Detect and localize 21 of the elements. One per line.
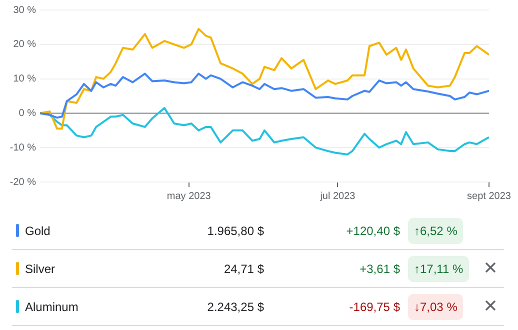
text: +120,40 $ [346,224,400,238]
y-tick-label: -20 % [10,176,36,188]
text: ↑17,11 % [408,256,470,282]
text: ↓7,03 % [408,294,464,320]
text: +3,61 $ [360,262,400,276]
legend-label: Aluminum [25,300,78,314]
legend-label: Silver [25,262,56,276]
text: 1.965,80 $ [207,224,264,238]
x-tick-label: may 2023 [166,190,212,202]
x-tick-label: sept 2023 [467,190,512,202]
text: 24,71 $ [224,262,264,276]
text: 2.243,25 $ [207,300,264,314]
y-tick-label: -10 % [10,142,36,154]
y-tick-label: 20 % [13,39,36,50]
x-tick-label: jul 2023 [319,190,356,202]
y-tick-label: 30 % [13,4,36,16]
text: ↑6,52 % [408,218,464,244]
text: -169,75 $ [349,300,400,314]
y-tick-label: 10 % [13,74,36,85]
legend-label: Gold [25,224,50,238]
y-tick-label: 0 % [18,108,36,119]
